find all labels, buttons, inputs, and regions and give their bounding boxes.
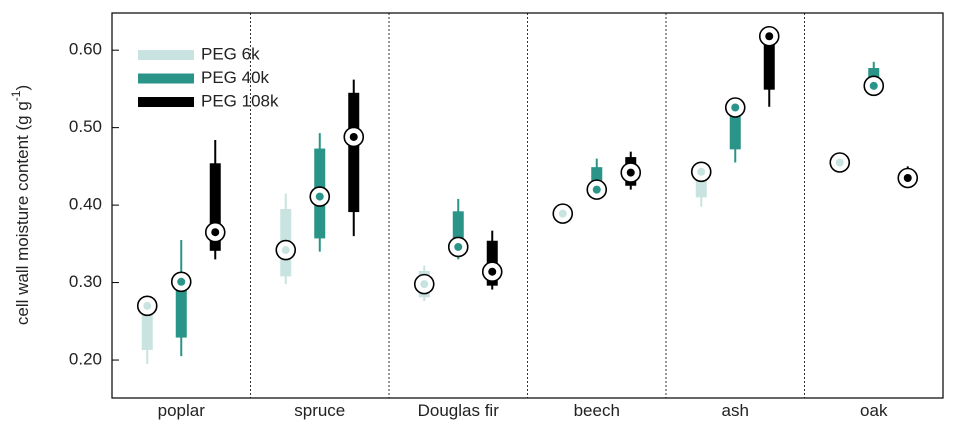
box (695, 174, 707, 198)
plot-frame (111, 12, 944, 399)
x-tick-label: poplar (157, 401, 205, 420)
y-label-superscript: -1 (9, 90, 23, 101)
mean-dot (454, 242, 463, 251)
mean-dot (315, 192, 324, 201)
mean-dot (765, 32, 774, 41)
box (209, 163, 221, 251)
mean-dot (281, 246, 290, 255)
mean-dot (177, 277, 186, 286)
y-label-text: cell wall moisture content (g g (13, 101, 32, 325)
box (175, 280, 187, 338)
legend-label: PEG 6k (201, 44, 260, 63)
y-tick-label: 0.60 (69, 40, 102, 59)
legend-label: PEG 108k (201, 91, 279, 110)
x-tick-label: spruce (294, 401, 346, 420)
mean-dot (731, 103, 740, 112)
box (729, 105, 741, 150)
box (763, 42, 775, 90)
mean-dot (869, 81, 878, 90)
box (348, 92, 360, 213)
x-tick-label: ash (721, 401, 749, 420)
mean-dot (697, 167, 706, 176)
mean-dot (558, 209, 567, 218)
mean-dot (349, 132, 358, 141)
y-tick-label: 0.20 (69, 350, 102, 369)
mean-dot (488, 267, 497, 276)
mean-dot (626, 168, 635, 177)
mean-dot (143, 301, 152, 310)
y-tick-label: 0.50 (69, 117, 102, 136)
x-tick-label: Douglas fir (417, 401, 499, 420)
y-label-end: ) (13, 85, 32, 91)
box (141, 312, 153, 350)
mean-dot (835, 158, 844, 167)
mean-dot (420, 280, 429, 289)
x-tick-label: beech (573, 401, 620, 420)
legend-label: PEG 40k (201, 68, 270, 87)
y-tick-label: 0.30 (69, 272, 102, 291)
x-tick-label: oak (860, 401, 888, 420)
mean-dot (903, 174, 912, 182)
y-axis-label: cell wall moisture content (g g-1) (9, 85, 32, 325)
mean-dot (592, 185, 601, 194)
box (452, 211, 464, 248)
mean-dot (211, 228, 220, 237)
y-tick-label: 0.40 (69, 195, 102, 214)
